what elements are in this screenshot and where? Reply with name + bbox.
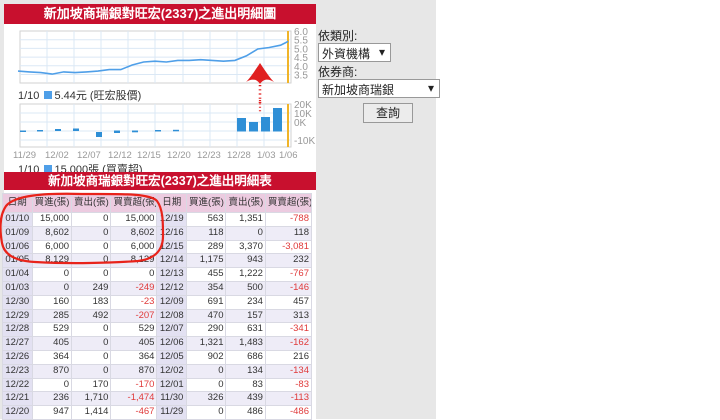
svg-text:-10K: -10K	[294, 136, 315, 147]
svg-text:3.5: 3.5	[294, 71, 308, 82]
svg-text:0K: 0K	[294, 118, 307, 129]
